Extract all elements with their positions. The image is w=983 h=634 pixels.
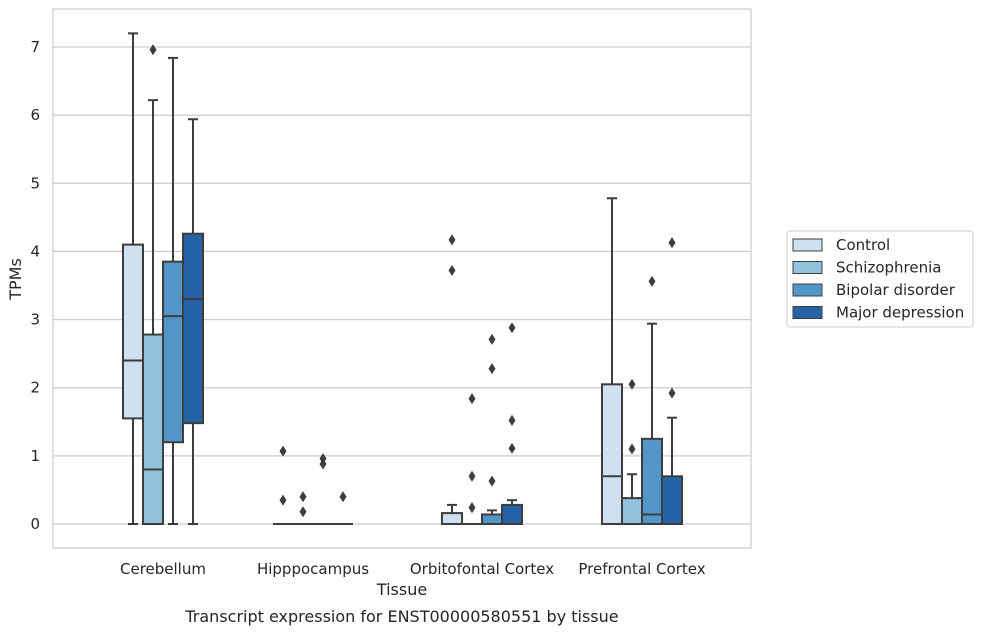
- y-axis-label: TPMs: [6, 258, 25, 301]
- box-schizophrenia: [621, 378, 643, 525]
- legend-label: Control: [836, 236, 890, 254]
- legend-swatch: [792, 283, 823, 297]
- outlier-point: [299, 506, 307, 518]
- y-tick-labels: 0 1 2 3 4 5 6 7: [30, 38, 40, 533]
- x-tick-label: Orbitofontal Cortex: [410, 560, 554, 578]
- x-tick-label: Hipppocampus: [257, 560, 369, 578]
- box-body: [601, 383, 623, 525]
- box-body: [182, 232, 204, 425]
- box-control: [273, 445, 293, 525]
- box-layer: [122, 32, 683, 526]
- y-tick-label: 4: [30, 242, 40, 260]
- box-control: [601, 197, 623, 525]
- box-body: [501, 503, 523, 526]
- box-body: [661, 475, 683, 525]
- box-schizophrenia: [142, 44, 164, 526]
- outlier-point: [668, 387, 676, 399]
- legend-label: Bipolar disorder: [836, 281, 956, 299]
- outlier-point: [488, 475, 496, 487]
- box-control: [441, 234, 463, 526]
- box-major-depression: [333, 491, 353, 525]
- box-body: [122, 243, 144, 420]
- box-body: [621, 497, 643, 525]
- box-body: [641, 437, 663, 526]
- y-tick-label: 1: [30, 447, 40, 465]
- outlier-point: [488, 363, 496, 375]
- y-tick-label: 5: [30, 174, 40, 192]
- legend-swatch: [792, 261, 823, 274]
- box-bipolar-disorder: [162, 56, 184, 525]
- box-body: [481, 513, 503, 526]
- outlier-point: [628, 378, 636, 390]
- outlier-point: [149, 44, 157, 56]
- outlier-point: [508, 414, 516, 426]
- outlier-point: [648, 275, 656, 287]
- outlier-point: [488, 333, 496, 345]
- outlier-point: [468, 502, 476, 514]
- y-tick-label: 2: [30, 379, 40, 397]
- y-tick-label: 0: [30, 515, 40, 533]
- box-schizophrenia: [293, 491, 313, 525]
- outlier-point: [448, 265, 456, 277]
- box-major-depression: [182, 118, 204, 525]
- plot-area-frame: [52, 8, 752, 549]
- x-tick-labels: Cerebellum Hipppocampus Orbitofontal Corte…: [120, 560, 706, 578]
- y-tick-label: 6: [30, 106, 40, 124]
- outlier-point: [508, 322, 516, 334]
- outlier-point: [468, 470, 476, 482]
- legend-swatch: [792, 238, 823, 252]
- box-major-depression: [501, 322, 523, 526]
- box-bipolar-disorder: [313, 453, 333, 525]
- legend-frame: [786, 230, 974, 328]
- box-major-depression: [661, 237, 683, 525]
- legend-swatch: [792, 306, 823, 319]
- box-bipolar-disorder: [481, 333, 503, 526]
- x-axis-label: Tissue: [376, 580, 427, 599]
- outlier-point: [468, 393, 476, 405]
- box-control: [122, 32, 144, 525]
- outlier-point: [628, 443, 636, 455]
- box-body: [441, 512, 463, 526]
- outlier-point: [279, 494, 287, 506]
- outlier-point: [339, 491, 347, 503]
- x-tick-label: Cerebellum: [120, 560, 206, 578]
- legend-label: Major depression: [836, 304, 964, 322]
- outlier-point: [319, 458, 327, 470]
- outlier-point: [668, 237, 676, 249]
- y-tick-label: 3: [30, 311, 40, 329]
- outlier-point: [508, 442, 516, 454]
- outlier-point: [299, 491, 307, 503]
- outlier-point: [279, 445, 287, 457]
- box-schizophrenia: [462, 393, 482, 525]
- box-body: [142, 333, 164, 526]
- x-tick-label: Prefrontal Cortex: [578, 560, 705, 578]
- box-bipolar-disorder: [641, 275, 663, 526]
- box-body: [162, 260, 184, 444]
- outlier-point: [448, 234, 456, 246]
- legend-label: Schizophrenia: [836, 259, 941, 277]
- chart-caption: Transcript expression for ENST0000058055…: [184, 607, 618, 626]
- y-tick-label: 7: [30, 38, 40, 56]
- legend: Control Schizophrenia Bipolar disorder Majo…: [786, 230, 974, 328]
